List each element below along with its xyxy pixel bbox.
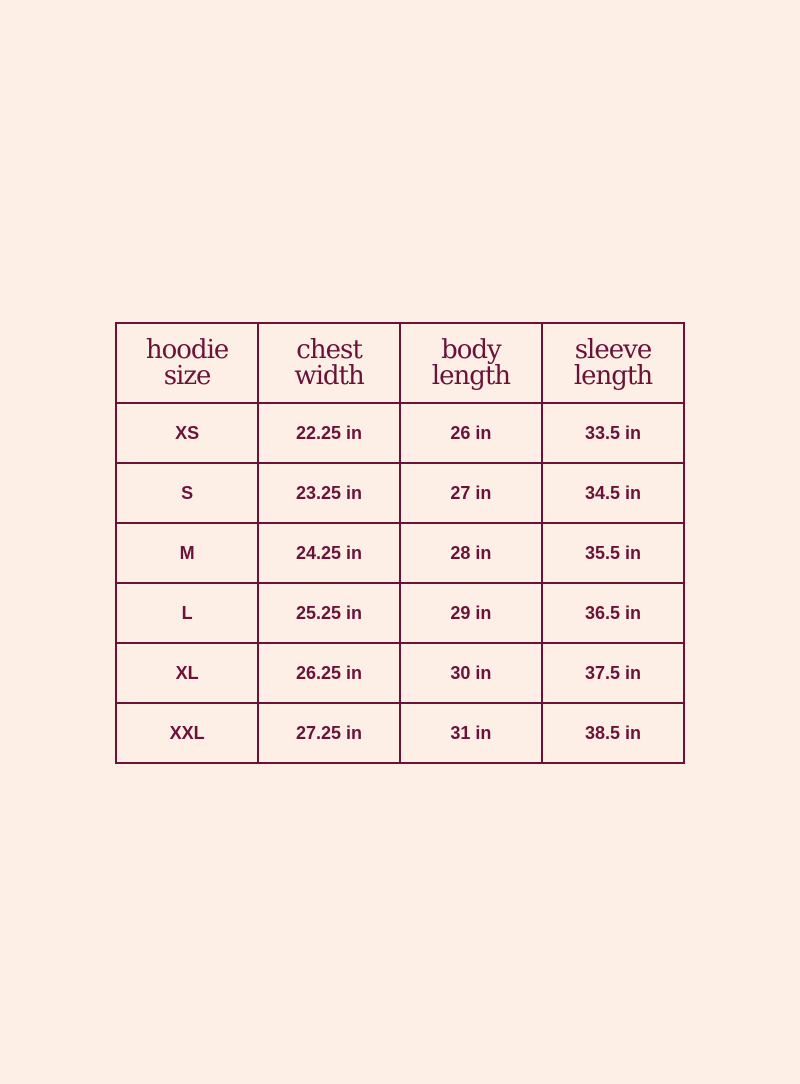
measurement-cell: 37.5 in	[540, 642, 686, 704]
table-row: L 25.25 in 29 in 36.5 in	[114, 582, 686, 644]
size-cell: XXL	[114, 702, 260, 764]
column-header: sleeve length	[540, 322, 686, 404]
column-header-line2: width	[294, 361, 364, 391]
column-header-line1: body	[441, 335, 502, 365]
size-cell: S	[114, 462, 260, 524]
column-header-line2: length	[431, 361, 511, 391]
table-row: M 24.25 in 28 in 35.5 in	[114, 522, 686, 584]
measurement-cell: 28 in	[398, 522, 543, 584]
header-row: hoodie size chest width body length sleeve leng…	[114, 322, 686, 404]
column-header-line1: chest	[296, 335, 362, 365]
measurement-cell: 38.5 in	[540, 702, 686, 764]
measurement-cell: 35.5 in	[540, 522, 686, 584]
measurement-cell: 27 in	[398, 462, 543, 524]
measurement-cell: 34.5 in	[540, 462, 686, 524]
column-header: body length	[398, 322, 543, 404]
table-row: XL 26.25 in 30 in 37.5 in	[114, 642, 686, 704]
measurement-cell: 26.25 in	[257, 642, 401, 704]
size-cell: XL	[114, 642, 260, 704]
table-row: S 23.25 in 27 in 34.5 in	[114, 462, 686, 524]
column-header: chest width	[257, 322, 401, 404]
column-header-line1: sleeve	[574, 335, 653, 365]
measurement-cell: 29 in	[398, 582, 543, 644]
column-header-line1: hoodie	[145, 335, 229, 365]
table-row: XXL 27.25 in 31 in 38.5 in	[114, 702, 686, 764]
measurement-cell: 31 in	[398, 702, 543, 764]
size-cell: L	[114, 582, 260, 644]
measurement-cell: 30 in	[398, 642, 543, 704]
measurement-cell: 27.25 in	[257, 702, 401, 764]
measurement-cell: 24.25 in	[257, 522, 401, 584]
measurement-cell: 33.5 in	[540, 402, 686, 464]
size-chart-table: hoodie size chest width body length sleeve leng…	[114, 322, 686, 764]
measurement-cell: 36.5 in	[540, 582, 686, 644]
column-header-line2: size	[163, 361, 212, 391]
measurement-cell: 22.25 in	[257, 402, 401, 464]
table-row: XS 22.25 in 26 in 33.5 in	[114, 402, 686, 464]
measurement-cell: 25.25 in	[257, 582, 401, 644]
column-header-line2: length	[573, 361, 653, 391]
measurement-cell: 23.25 in	[257, 462, 401, 524]
measurement-cell: 26 in	[398, 402, 543, 464]
size-cell: M	[114, 522, 260, 584]
size-cell: XS	[114, 402, 260, 464]
column-header: hoodie size	[114, 322, 260, 404]
